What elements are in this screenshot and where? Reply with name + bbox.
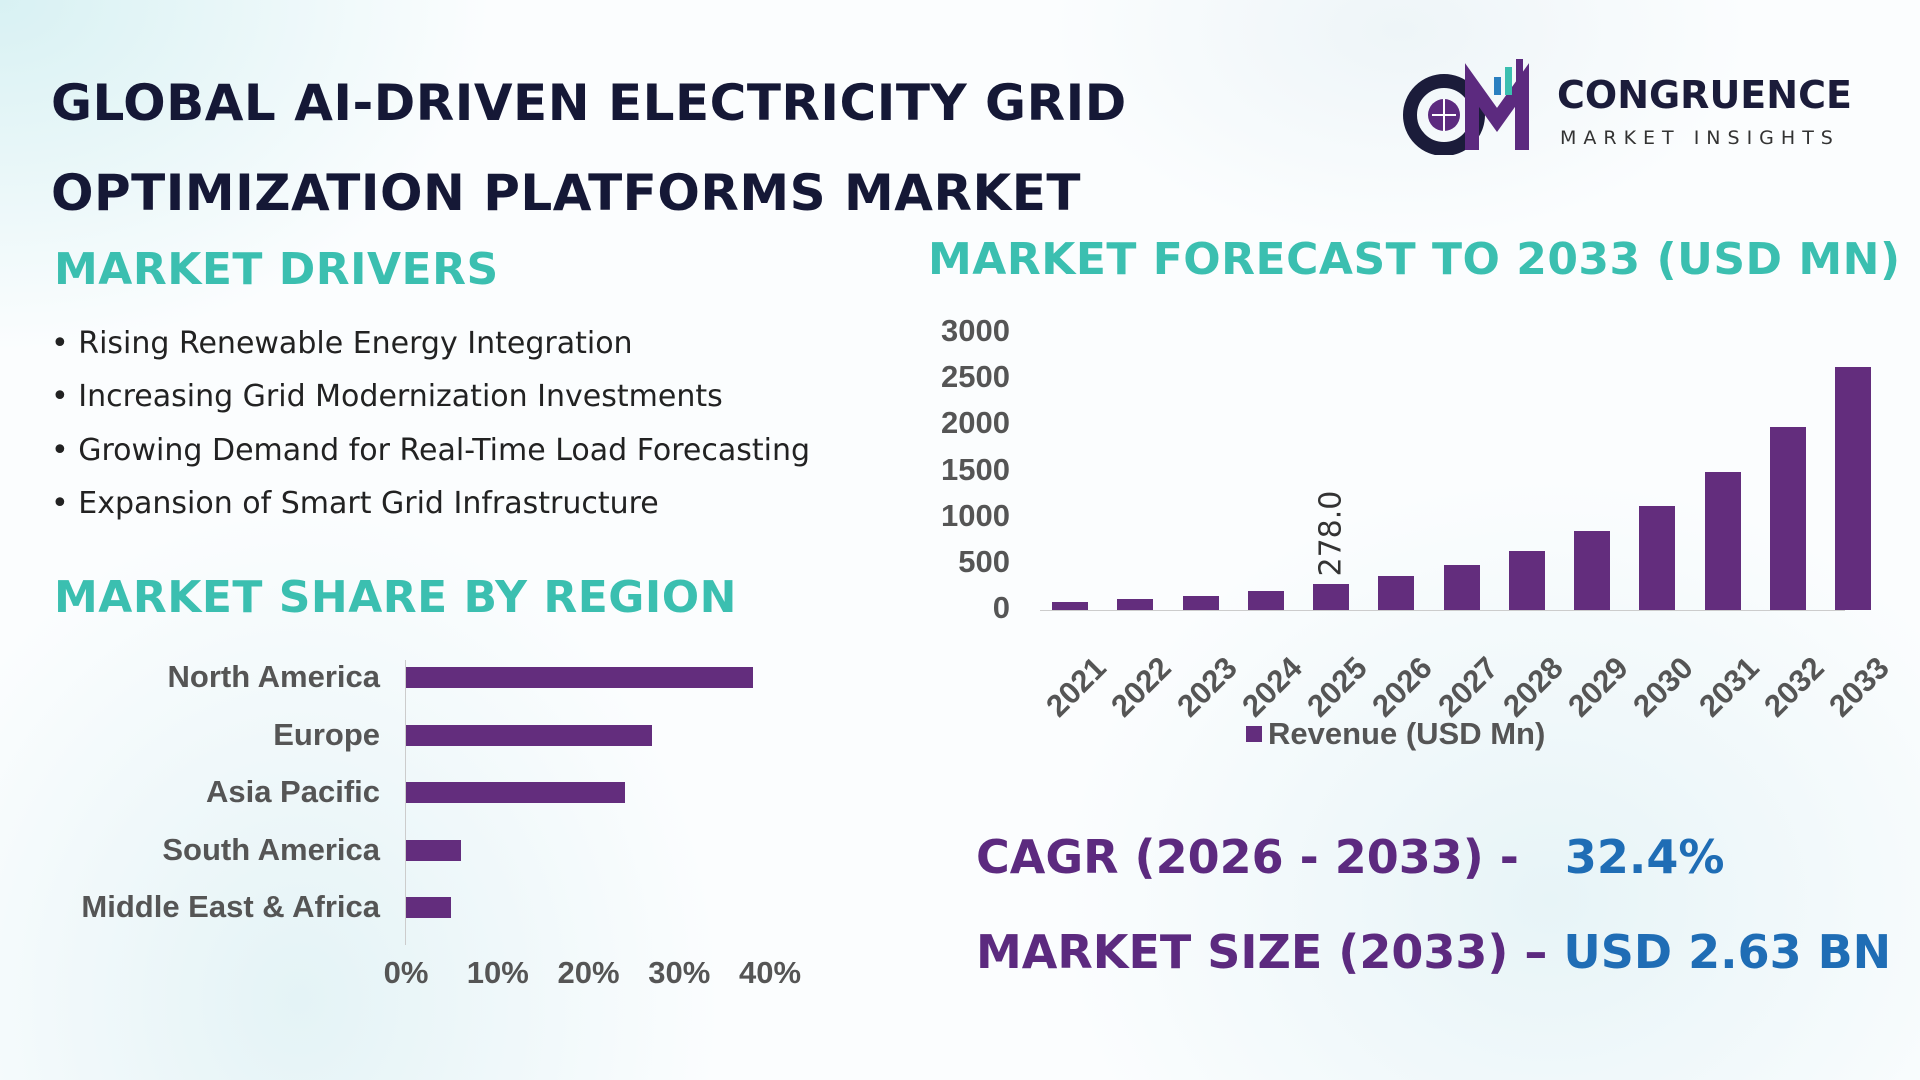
cagr-value: 32.4% [1564, 830, 1725, 884]
legend-swatch [1246, 726, 1262, 742]
region-bar [406, 897, 452, 918]
logo-name: CONGRUENCE [1557, 73, 1852, 117]
region-label: North America [167, 659, 380, 694]
driver-text: Growing Demand for Real-Time Load Foreca… [78, 433, 811, 468]
forecast-chart-title: MARKET FORECAST TO 2033 (USD MN) [928, 234, 1901, 285]
driver-item: • Expansion of Smart Grid Infrastructure [51, 486, 659, 521]
logo-mark-icon [1403, 59, 1529, 155]
forecast-x-tick: 2030 [1626, 650, 1700, 724]
forecast-bar [1182, 595, 1219, 610]
legend-label: Revenue (USD Mn) [1268, 716, 1546, 751]
forecast-x-tick: 2033 [1822, 650, 1896, 724]
forecast-x-tick: 2021 [1039, 650, 1113, 724]
cagr-row: CAGR (2026 - 2033) - 32.4% [976, 830, 1725, 884]
region-x-tick: 40% [739, 955, 802, 990]
forecast-bar [1574, 530, 1610, 610]
region-chart-title: MARKET SHARE BY REGION [54, 572, 737, 623]
forecast-x-tick: 2029 [1561, 650, 1635, 724]
market-size-label: MARKET SIZE (2033) – [976, 925, 1548, 979]
forecast-bar [1835, 367, 1871, 610]
region-label: Asia Pacific [205, 774, 380, 809]
forecast-axis-line [1040, 610, 1845, 611]
drivers-heading: MARKET DRIVERS [54, 244, 499, 295]
driver-text: Increasing Grid Modernization Investment… [78, 379, 723, 414]
forecast-x-tick: 2032 [1756, 650, 1831, 724]
region-x-tick: 30% [648, 955, 711, 990]
driver-item: • Growing Demand for Real-Time Load Fore… [51, 433, 811, 468]
region-x-tick: 0% [383, 955, 429, 990]
region-axis-line [405, 660, 406, 945]
title-line-1: GLOBAL AI-DRIVEN ELECTRICITY GRID [51, 74, 1127, 132]
forecast-bar [1313, 584, 1349, 610]
forecast-bar [1769, 426, 1806, 610]
forecast-bar [1639, 505, 1676, 610]
region-x-tick: 10% [466, 955, 529, 990]
market-size-row: MARKET SIZE (2033) – USD 2.63 BN [976, 925, 1891, 979]
market-size-value: USD 2.63 BN [1563, 925, 1892, 979]
forecast-bar [1508, 550, 1545, 610]
driver-text: Expansion of Smart Grid Infrastructure [78, 486, 659, 521]
page-title: GLOBAL AI-DRIVEN ELECTRICITY GRID OPTIMI… [51, 58, 1127, 238]
logo: CONGRUENCE MARKET INSIGHTS [1402, 55, 1872, 155]
region-label: Middle East & Africa [81, 889, 380, 924]
forecast-y-tick: 0 [992, 590, 1010, 625]
region-label: South America [162, 831, 380, 867]
forecast-y-tick: 2500 [941, 359, 1010, 395]
forecast-bar [1117, 599, 1154, 610]
region-chart: North America Europe Asia Pacific South Ame… [0, 640, 900, 1000]
forecast-y-tick: 500 [958, 543, 1010, 579]
region-bar [406, 667, 753, 688]
forecast-y-tick: 2000 [941, 405, 1010, 441]
region-label: Europe [273, 716, 380, 752]
driver-text: Rising Renewable Energy Integration [78, 326, 633, 361]
region-x-tick: 20% [557, 955, 620, 990]
data-label: 278.0 [1313, 490, 1349, 577]
region-bar [406, 839, 462, 861]
region-bar [406, 724, 652, 746]
cagr-label: CAGR (2026 - 2033) - [976, 830, 1519, 884]
forecast-bar [1052, 601, 1088, 610]
forecast-y-tick: 1000 [941, 497, 1010, 533]
logo-tagline: MARKET INSIGHTS [1560, 127, 1840, 149]
forecast-y-tick: 3000 [941, 313, 1010, 348]
forecast-legend: Revenue (USD Mn) [1246, 716, 1545, 752]
region-bar [406, 782, 625, 803]
forecast-x-tick: 2022 [1104, 650, 1178, 724]
title-line-2: OPTIMIZATION PLATFORMS MARKET [51, 164, 1081, 222]
driver-item: • Increasing Grid Modernization Investme… [51, 379, 723, 414]
driver-item: • Rising Renewable Energy Integration [51, 326, 633, 361]
forecast-bar [1443, 564, 1480, 610]
forecast-bar [1704, 471, 1741, 610]
forecast-x-tick: 2031 [1691, 650, 1766, 724]
forecast-x-tick: 2023 [1169, 650, 1244, 724]
forecast-bar [1247, 590, 1284, 610]
forecast-y-tick: 1500 [941, 451, 1010, 487]
forecast-bar [1378, 575, 1415, 610]
